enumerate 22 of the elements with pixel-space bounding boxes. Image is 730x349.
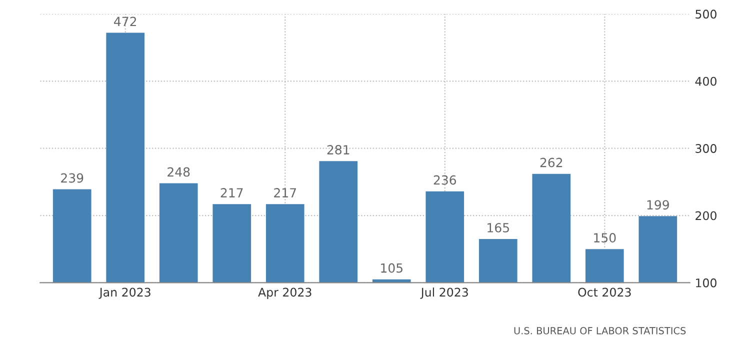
data-label: 472 [114, 16, 136, 26]
x-tick-label: Jan 2023 [98, 288, 150, 299]
y-tick-label: 400 [695, 76, 716, 86]
y-tick-label: 300 [696, 144, 716, 153]
data-label: 165 [488, 222, 509, 232]
data-label: 281 [327, 145, 350, 154]
data-label: 236 [434, 175, 456, 185]
y-tick-label: 100 [696, 278, 716, 288]
text: U.S. BUREAU OF LABOR STATISTICS [514, 327, 686, 334]
data-label: 217 [274, 188, 296, 198]
x-tick-label: Oct 2023 [578, 288, 631, 297]
x-tick-label: Apr 2023 [258, 288, 312, 299]
x-tick-label: Jul 2023 [420, 288, 468, 299]
y-tick-label: 500 [696, 10, 716, 19]
data-label: 105 [381, 263, 402, 273]
data-label: 199 [647, 200, 669, 210]
data-label: 217 [220, 188, 243, 198]
data-label: 248 [168, 167, 190, 177]
data-label: 262 [540, 158, 562, 168]
data-label: 239 [61, 173, 84, 183]
y-tick-label: 200 [696, 211, 716, 220]
data-label: 150 [594, 233, 616, 243]
